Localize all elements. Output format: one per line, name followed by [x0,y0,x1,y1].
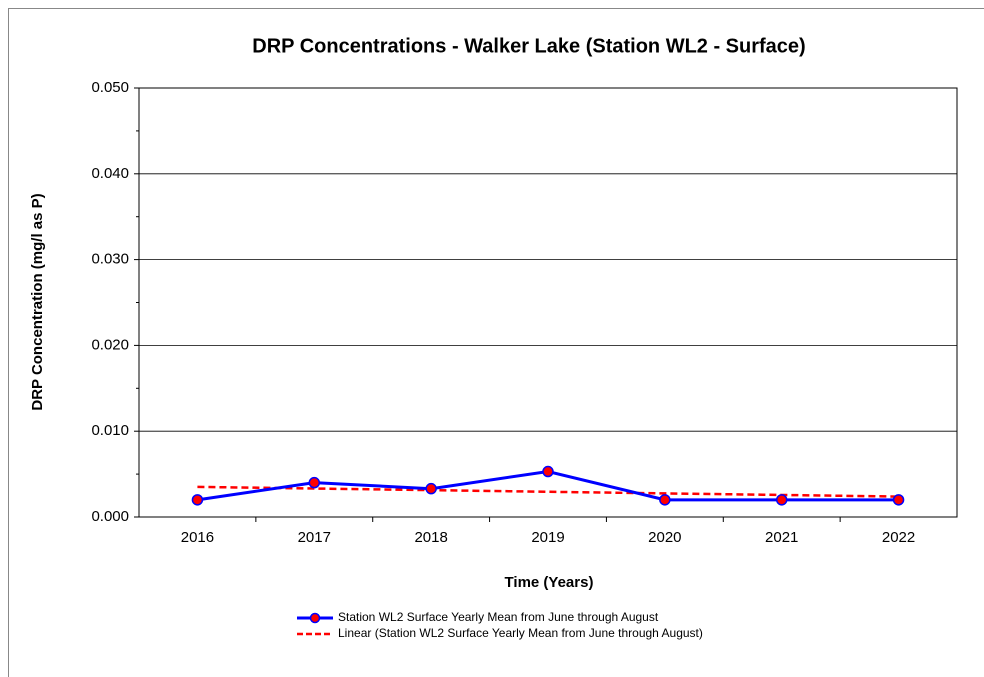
y-tick-label: 0.020 [91,336,129,353]
legend-label: Linear (Station WL2 Surface Yearly Mean … [338,626,703,640]
marker [425,482,437,495]
plot-area [138,87,958,518]
x-axis-label: Time (Years) [505,574,594,591]
x-tick-label: 2016 [181,529,214,546]
x-tick-label: 2021 [765,529,798,546]
chart-title: DRP Concentrations - Walker Lake (Statio… [252,35,805,57]
marker [308,476,321,489]
y-tick-label: 0.010 [91,422,129,439]
x-tick-label: 2019 [531,529,564,546]
y-tick-label: 0.050 [91,79,129,96]
legend-label: Station WL2 Surface Yearly Mean from Jun… [338,610,659,624]
x-tick-label: 2022 [882,529,915,546]
y-tick-label: 0.040 [91,165,129,182]
x-tick-label: 2020 [648,529,681,546]
x-tick-label: 2018 [414,529,447,546]
marker [191,494,204,506]
y-tick-label: 0.000 [91,508,129,525]
x-tick-label: 2017 [298,529,331,546]
trend-line [197,485,899,498]
marker [659,494,671,506]
y-axis-label: DRP Concentration (mg/l as P) [29,193,46,410]
marker [775,494,788,506]
legend-marker [309,612,321,624]
marker [892,494,905,506]
y-tick-label: 0.030 [91,251,129,268]
marker [542,465,554,478]
